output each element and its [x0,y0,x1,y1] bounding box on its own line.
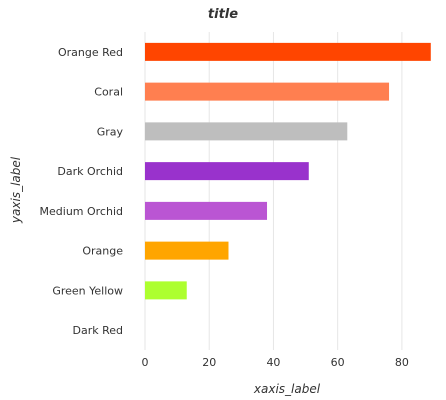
y-tick-label: Dark Red [73,324,124,337]
bar-gray [145,122,348,141]
y-tick-label: Coral [94,86,123,99]
bar-coral [145,82,390,101]
x-axis-label: xaxis_label [253,382,321,396]
x-tick-label: 40 [266,356,280,369]
x-tick-label: 0 [142,356,149,369]
bar-orange [145,241,229,260]
y-tick-label: Orange [82,245,123,258]
chart-title: title [208,7,238,22]
x-tick-label: 80 [395,356,409,369]
x-tick-label: 20 [202,356,216,369]
bar-orange-red [145,42,431,61]
y-tick-label: Green Yellow [52,284,123,297]
bars [145,42,431,300]
bar-medium-orchid [145,201,268,220]
x-tick-label: 60 [331,356,345,369]
y-axis-label: yaxis_label [9,156,23,224]
bar-dark-orchid [145,162,309,181]
grid [144,32,403,350]
y-tick-label: Gray [97,125,124,138]
y-tick-label: Medium Orchid [40,205,123,218]
bar-green-yellow [145,281,187,300]
x-ticks: 0 20 40 60 80 [142,356,409,369]
y-tick-label: Dark Orchid [57,165,123,178]
y-ticks: Dark Red Green Yellow Orange Medium Orchid D… [40,46,124,337]
y-tick-label: Orange Red [58,46,123,59]
